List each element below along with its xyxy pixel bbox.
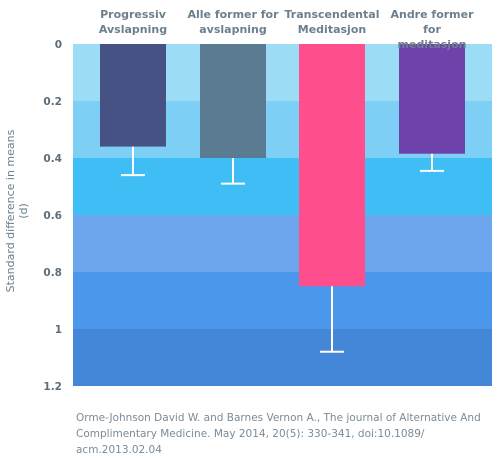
bar	[200, 44, 266, 158]
y-tick-label: 0	[55, 39, 62, 51]
y-tick-label: 0.6	[43, 210, 62, 222]
y-tick-label: 0.8	[43, 267, 62, 279]
bar	[299, 44, 365, 287]
y-axis-label: Standard difference in means (d)	[4, 129, 30, 293]
y-tick-label: 0.2	[43, 96, 62, 108]
category-label: Alle former for avslapning	[185, 7, 281, 37]
bar	[100, 44, 166, 147]
background-band	[73, 272, 492, 329]
source-citation: Orme-Johnson David W. and Barnes Vernon …	[76, 412, 481, 456]
category-label-line: Alle former for	[187, 8, 279, 21]
y-tick-label: 1	[55, 324, 62, 336]
category-label-line: Progressiv	[100, 8, 166, 21]
category-label: Andre former for meditasjon	[384, 7, 480, 52]
category-label-line: avslapning	[199, 23, 267, 36]
category-label: Transcendental Meditasjon	[284, 7, 380, 37]
y-tick-label: 0.4	[43, 153, 62, 165]
category-label-line: Transcendental	[284, 8, 380, 21]
background-band	[73, 158, 492, 215]
category-label-line: Avslapning	[98, 23, 168, 36]
category-label-line: Meditasjon	[297, 23, 367, 36]
background-band	[73, 329, 492, 386]
category-label-line: meditasjon	[397, 38, 467, 51]
category-label: Progressiv Avslapning	[85, 7, 181, 37]
y-tick-label: 1.2	[43, 381, 62, 393]
bar	[399, 44, 465, 154]
background-band	[73, 215, 492, 272]
category-label-line: Andre former for	[390, 8, 474, 36]
